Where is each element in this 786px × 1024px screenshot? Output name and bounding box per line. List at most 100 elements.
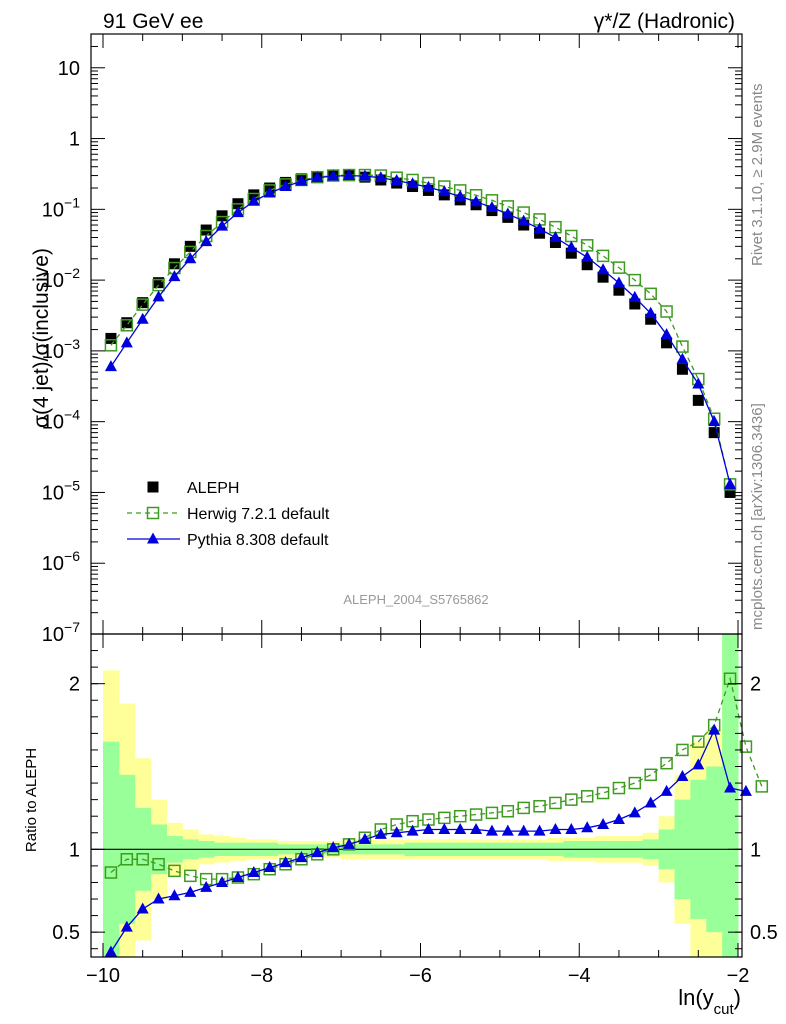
ratio-herwig-point (501, 804, 515, 818)
main-herwig-point (104, 339, 118, 352)
x-tick-label: −10 (86, 965, 120, 987)
main-pythia-point (120, 336, 133, 348)
main-pythia-point (295, 174, 308, 186)
ratio-pythia-point (724, 781, 737, 793)
main-aleph-point (629, 298, 641, 310)
ratio-herwig-point (168, 864, 181, 878)
main-y-tick-label-exp: −4 (64, 407, 80, 423)
main-y-tick-label: 1 (69, 129, 80, 151)
main-pythia-point (612, 276, 625, 288)
x-axis-title-close: ) (734, 985, 741, 1010)
ratio-herwig-point (120, 853, 134, 866)
main-pythia-point (692, 377, 705, 389)
main-y-tick-label: 10−7 (42, 619, 80, 646)
mcplots-label: mcplots.cern.ch [arXiv:1306.3436] (749, 403, 766, 630)
ratio-pythia-point (152, 892, 165, 904)
main-y-tick-label-base: 10 (42, 412, 64, 434)
ratio-pythia-point (136, 902, 149, 914)
ratio-pythia-point (343, 837, 356, 849)
ratio-pythia-point (247, 866, 260, 878)
main-pythia-point (104, 360, 117, 372)
main-aleph-point (692, 394, 704, 406)
ratio-pythia-point (406, 824, 419, 836)
ratio-herwig-point (755, 780, 769, 793)
legend-marker (146, 506, 160, 520)
ratio-herwig-point (596, 786, 610, 800)
main-pythia-point (200, 235, 213, 247)
ratio-herwig-point (565, 793, 578, 806)
ratio-herwig-point (104, 866, 118, 879)
main-y-tick-label: 10−5 (42, 477, 80, 504)
ratio-plot-series (104, 672, 769, 957)
main-plot-series (104, 168, 737, 498)
main-pythia-point (454, 189, 467, 201)
ratio-pythia-point (565, 822, 578, 834)
main-pythia-point (438, 185, 451, 197)
main-y-tick-label-base: 10 (42, 553, 64, 575)
main-herwig-point (644, 287, 657, 301)
main-pythia-point (390, 174, 403, 186)
ratio-pythia-point (120, 920, 133, 932)
main-aleph-point (168, 258, 180, 270)
ratio-pythia-point (200, 880, 213, 892)
main-pythia-point (470, 195, 483, 207)
ratio-pythia-point (279, 856, 292, 868)
ratio-pythia-point (549, 822, 562, 834)
main-y-tick-label: 10 (58, 58, 80, 80)
main-aleph-point (565, 247, 577, 259)
main-pythia-point (708, 415, 721, 427)
ratio-pythia-point (597, 817, 610, 829)
ratio-herwig-point (644, 768, 657, 782)
x-tick-label: −4 (568, 965, 591, 987)
ratio-pythia-point (628, 806, 641, 818)
main-aleph-point (645, 313, 657, 325)
ratio-herwig-point (184, 869, 197, 883)
ratio-pythia-point (517, 824, 530, 836)
main-pythia-point (597, 263, 610, 275)
main-y-tick-label-base: 10 (42, 624, 64, 646)
main-pythia-point (485, 201, 498, 213)
ratio-pythia-point (501, 824, 514, 836)
ratio-y-tick-label-left: 2 (69, 674, 80, 696)
main-y-tick-label-base: 10 (42, 482, 64, 504)
ratio-herwig-point (136, 853, 149, 866)
main-y-tick-label-base: 10 (58, 58, 80, 80)
main-aleph-point (581, 259, 593, 271)
ratio-herwig-point (739, 740, 753, 753)
main-aleph-point (105, 332, 117, 344)
main-y-tick-label: 10−2 (42, 265, 80, 292)
main-pythia-point (263, 186, 276, 198)
main-y-tick-label-exp: −6 (64, 548, 80, 564)
main-y-tick-label-exp: −3 (64, 336, 80, 352)
ratio-pythia-point (470, 822, 483, 834)
x-tick-label: −6 (409, 965, 432, 987)
main-y-tick-label-exp: −5 (64, 477, 80, 493)
ratio-pythia-point (295, 851, 308, 863)
x-tick-label: −8 (250, 965, 273, 987)
x-axis-title-sub: cut (714, 1001, 735, 1018)
ratio-pythia-point (676, 769, 689, 781)
main-pythia-point (628, 290, 641, 302)
main-pythia-point (724, 477, 737, 489)
main-pythia-point (501, 207, 514, 219)
band-stat-uncertainty (722, 634, 739, 957)
ratio-pythia-point (660, 784, 673, 796)
ratio-herwig-point (152, 857, 165, 871)
ratio-pythia-point (612, 813, 625, 825)
main-y-tick-label-exp: −2 (64, 265, 80, 281)
main-herwig-point (136, 298, 149, 311)
ratio-herwig-point (580, 790, 594, 803)
main-pythia-point (644, 306, 657, 318)
legend-label: Herwig 7.2.1 default (187, 506, 330, 523)
main-pythia-point (168, 270, 181, 282)
ratio-herwig-point (723, 672, 737, 685)
legend: ALEPH Herwig 7.2.1 default Pythia 8.308 de… (127, 480, 330, 549)
ratio-y-axis-title: Ratio to ALEPH (23, 748, 40, 852)
main-pythia-point (327, 169, 340, 181)
ratio-y-tick-label-left: 1 (69, 839, 80, 861)
main-pythia-point (358, 169, 371, 181)
main-pythia-point (279, 180, 292, 192)
main-y-tick-label-exp: −7 (64, 619, 80, 635)
main-y-tick-label: 10−6 (42, 548, 80, 575)
